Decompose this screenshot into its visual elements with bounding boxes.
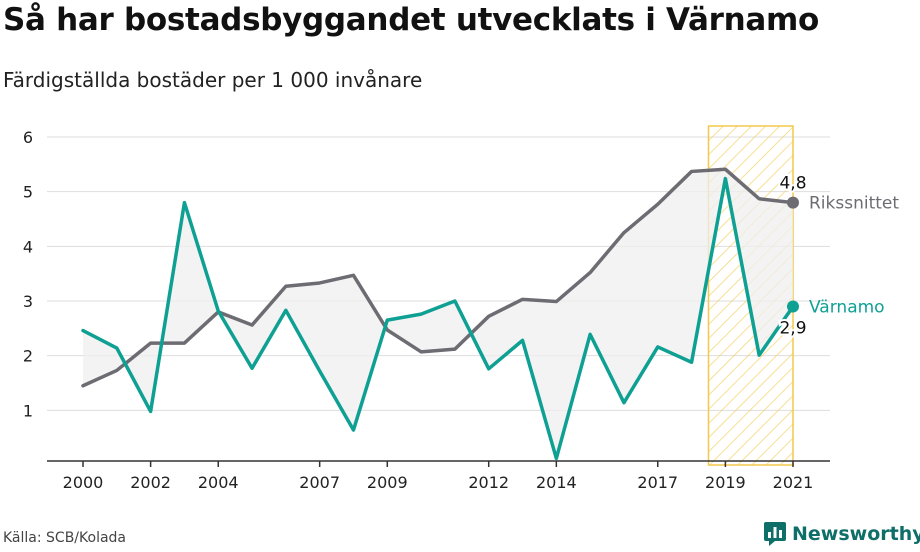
y-tick-label: 6	[23, 128, 33, 147]
series-label-varnamo: Värnamo	[809, 297, 885, 317]
axes: 2000 2002 2004 2007 2009 2012 2014 2017 2019 2021	[47, 460, 830, 492]
chart-subtitle: Färdigställda bostäder per 1 000 invånar…	[3, 68, 423, 92]
endpoint-rikssnittet	[787, 196, 799, 209]
difference-area	[83, 169, 793, 459]
y-tick-label: 4	[23, 237, 33, 256]
series-line-varnamo	[81, 176, 795, 461]
x-tick-label: 2009	[367, 473, 408, 492]
x-tick-label: 2000	[63, 473, 104, 492]
x-tick-label: 2002	[130, 473, 171, 492]
chart-title: Så har bostadsbyggandet utvecklats i Vär…	[3, 2, 820, 38]
x-tick-label: 2017	[637, 473, 678, 492]
brand-name: Newsworthy	[792, 523, 920, 545]
value-label-varnamo: 2,9	[779, 318, 806, 338]
y-tick-label: 2	[23, 347, 33, 366]
series-label-rikssnittet: Rikssnittet	[809, 194, 899, 214]
source-note: Källa: SCB/Kolada	[3, 530, 127, 546]
x-tick-label: 2007	[299, 473, 340, 492]
newsworthy-logo: Newsworthy	[764, 519, 920, 549]
x-tick-label: 2012	[468, 473, 509, 492]
x-tick-label: 2014	[536, 473, 577, 492]
endpoint-varnamo	[787, 300, 799, 313]
difference-fill	[83, 169, 793, 459]
x-tick-label: 2004	[198, 473, 239, 492]
y-tick-label: 1	[23, 401, 33, 420]
chart-bubble-icon	[764, 522, 786, 546]
series-lines	[81, 167, 799, 461]
x-tick-label: 2019	[705, 473, 746, 492]
x-tick-label: 2021	[773, 473, 814, 492]
y-tick-label: 5	[23, 183, 33, 202]
value-label-rikssnittet: 4,8	[779, 174, 806, 194]
y-tick-label: 3	[23, 292, 33, 311]
series-line-rikssnittet	[81, 167, 795, 388]
